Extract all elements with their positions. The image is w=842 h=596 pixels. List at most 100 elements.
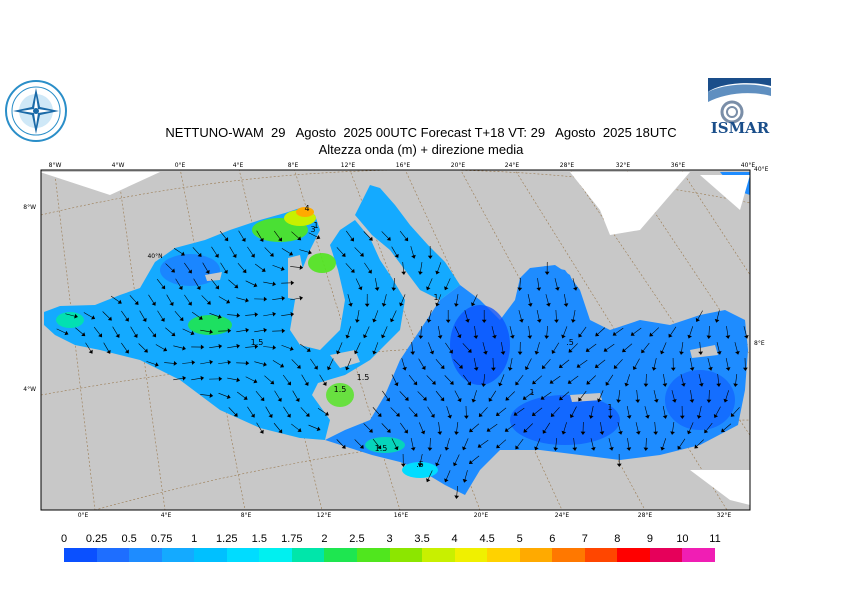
direction-arrow: [642, 342, 650, 352]
direction-arrow: [210, 278, 218, 288]
direction-arrow-head: [486, 427, 491, 432]
direction-arrow-head: [236, 343, 241, 349]
direction-arrow: [236, 297, 247, 301]
direction-arrow-head: [243, 395, 248, 400]
direction-arrow: [218, 296, 228, 302]
direction-arrow: [173, 345, 184, 349]
direction-arrow: [600, 422, 603, 432]
direction-arrow-head: [689, 399, 695, 403]
direction-arrow: [690, 390, 693, 400]
direction-arrow: [112, 326, 119, 336]
direction-arrow-head: [280, 266, 285, 271]
contour-label: 1: [607, 403, 612, 412]
direction-arrow: [227, 314, 238, 316]
direction-arrow-head: [559, 396, 564, 401]
direction-arrow: [561, 391, 570, 399]
direction-arrow: [644, 406, 648, 416]
direction-arrow-head: [513, 411, 518, 416]
direction-arrow: [444, 375, 452, 383]
direction-arrow: [130, 326, 137, 336]
direction-arrow-head: [299, 265, 304, 270]
direction-arrow-head: [404, 396, 409, 401]
direction-arrow-head: [179, 316, 184, 322]
direction-arrow: [209, 346, 220, 348]
direction-arrow: [410, 246, 414, 256]
direction-arrow-head: [279, 363, 285, 368]
direction-arrow: [200, 394, 211, 396]
direction-arrow: [411, 341, 413, 353]
direction-arrow: [328, 358, 334, 368]
direction-arrow: [707, 358, 711, 368]
direction-arrow-head: [622, 348, 627, 353]
direction-arrow: [354, 247, 362, 255]
direction-arrow: [138, 343, 146, 351]
direction-arrow: [200, 361, 211, 365]
direction-arrow-head: [350, 237, 354, 242]
direction-arrow-head: [681, 382, 686, 387]
direction-arrow: [273, 422, 281, 432]
direction-arrow: [319, 374, 326, 384]
direction-arrow: [614, 327, 624, 335]
direction-arrow-head: [88, 349, 93, 354]
direction-arrow-head: [223, 269, 228, 274]
direction-arrow: [139, 310, 145, 320]
direction-arrow: [483, 373, 486, 385]
right-tick-label: 8°E: [754, 340, 765, 347]
direction-arrow-head: [364, 303, 370, 308]
top-tick-label: 12°E: [341, 162, 356, 169]
direction-arrow-head: [124, 349, 129, 354]
direction-arrow: [420, 325, 422, 337]
direction-arrow-head: [465, 318, 470, 323]
direction-arrow-head: [348, 302, 353, 307]
direction-arrow: [391, 246, 397, 256]
direction-arrow-head: [410, 447, 416, 451]
direction-arrow-head: [477, 443, 482, 448]
direction-arrow-head: [660, 350, 665, 355]
direction-arrow-head: [481, 319, 487, 324]
direction-arrow: [607, 374, 614, 384]
direction-arrow-head: [143, 348, 148, 353]
direction-arrow-head: [117, 299, 122, 304]
direction-arrow: [357, 310, 360, 320]
direction-arrow-head: [440, 364, 445, 370]
direction-arrow: [597, 359, 606, 367]
direction-arrow: [456, 294, 459, 304]
direction-arrow-head: [517, 287, 523, 291]
direction-arrow-head: [567, 379, 572, 384]
direction-arrow-head: [590, 447, 596, 451]
direction-arrow: [355, 342, 361, 352]
direction-arrow-head: [517, 351, 523, 356]
direction-arrow: [355, 278, 361, 288]
top-tick-label: 16°E: [396, 162, 411, 169]
direction-arrow-head: [677, 445, 682, 450]
direction-arrow: [570, 343, 578, 351]
direction-arrow-head: [706, 335, 712, 339]
direction-arrow: [264, 375, 273, 383]
direction-arrow-head: [134, 300, 139, 305]
direction-arrow-head: [531, 412, 536, 416]
direction-arrow-head: [410, 351, 416, 355]
direction-arrow-head: [643, 447, 649, 451]
direction-arrow: [632, 327, 642, 335]
direction-arrow: [364, 326, 370, 336]
top-tick-label: 28°E: [560, 162, 575, 169]
direction-arrow: [256, 230, 262, 240]
direction-arrow: [590, 406, 594, 416]
direction-arrow-head: [532, 380, 537, 385]
direction-arrow-head: [630, 331, 635, 336]
direction-arrow-head: [254, 312, 259, 317]
direction-arrow: [554, 278, 558, 288]
direction-arrow: [393, 277, 395, 289]
direction-arrow: [563, 326, 568, 336]
direction-arrow: [716, 342, 720, 352]
direction-arrow-head: [544, 335, 550, 339]
direction-arrow: [200, 329, 211, 333]
direction-arrow-head: [106, 349, 111, 354]
direction-arrow-head: [359, 252, 364, 257]
direction-arrow: [300, 407, 308, 415]
direction-arrow: [734, 342, 738, 352]
direction-arrow: [437, 294, 442, 304]
direction-arrow-head: [708, 366, 713, 371]
direction-arrow: [672, 422, 675, 432]
direction-arrow: [147, 326, 155, 336]
